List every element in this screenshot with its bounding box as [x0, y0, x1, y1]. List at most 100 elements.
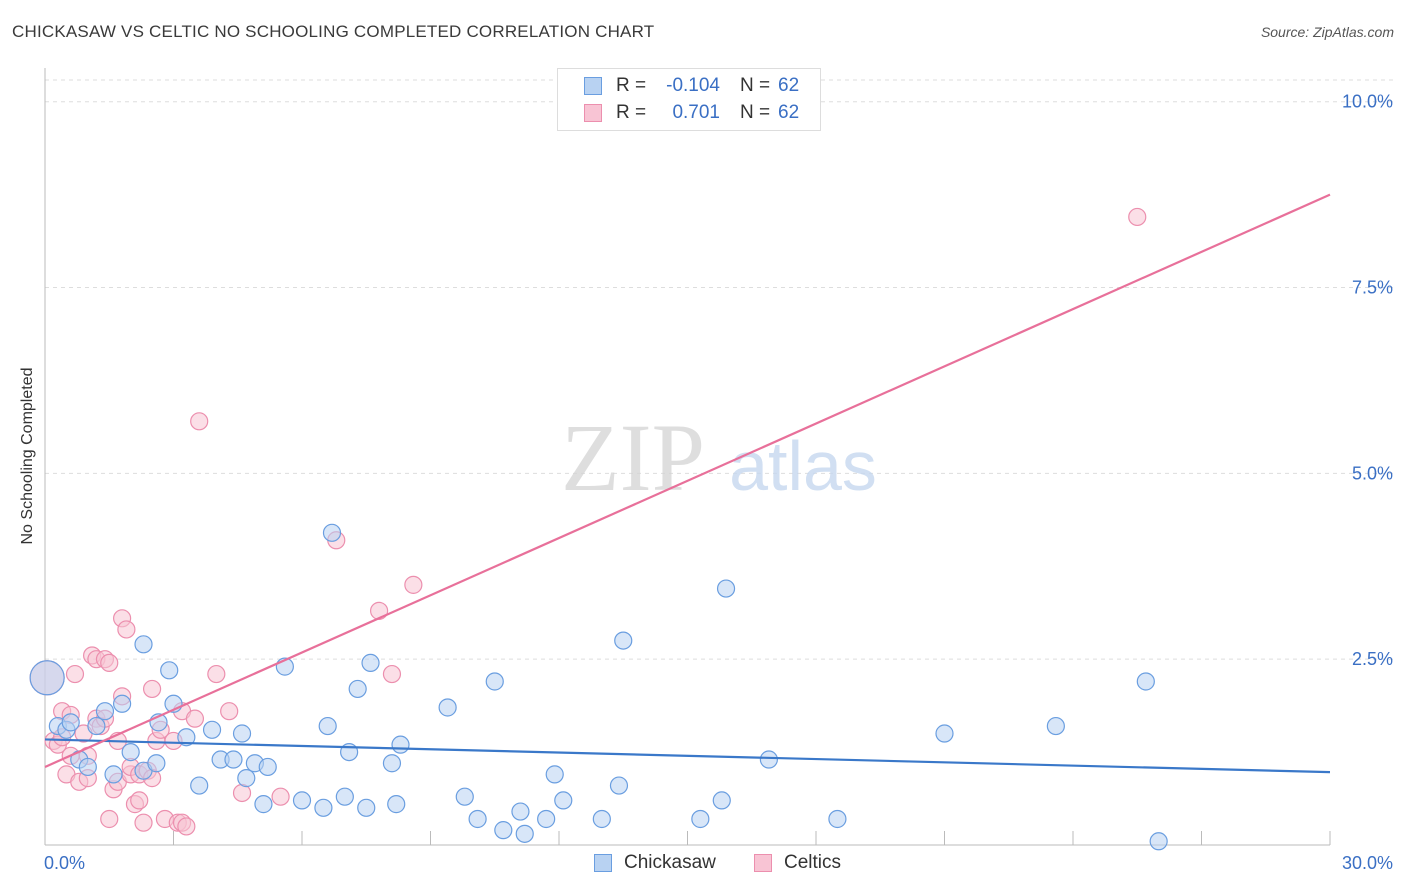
chickasaw-point [759, 750, 778, 769]
celtics-swatch [584, 104, 602, 122]
y-tick-label: 5.0% [1352, 463, 1393, 483]
n-value: 62 [778, 102, 800, 123]
chickasaw-point [716, 579, 736, 598]
r-label: R = [616, 102, 647, 123]
watermark-zip: ZIP [561, 404, 705, 511]
celtics-point [1128, 207, 1147, 227]
celtics-point [177, 817, 196, 836]
chickasaw-point [335, 787, 354, 806]
celtics-point [65, 664, 85, 684]
chickasaw-point [95, 702, 115, 721]
chickasaw-point [202, 720, 222, 739]
chickasaw-point [515, 824, 534, 843]
chickasaw-point [494, 821, 513, 840]
celtics-trend-line [44, 193, 1331, 768]
celtics-point [130, 791, 149, 810]
chickasaw-point [545, 765, 564, 784]
chickasaw-point [314, 798, 333, 817]
r-label: R = [616, 75, 647, 96]
n-value: 62 [778, 75, 800, 96]
chickasaw-point [61, 713, 80, 732]
chickasaw-point [258, 757, 277, 777]
chickasaw-point [224, 750, 243, 769]
chickasaw-point [438, 698, 457, 717]
legend-row-celtics: R = 0.701 N = 62 [558, 100, 799, 126]
chickasaw-point [121, 742, 140, 762]
chickasaw-point [455, 787, 474, 806]
chickasaw-point [318, 716, 337, 736]
celtics-points [29, 207, 1147, 836]
y-tick-label: 2.5% [1352, 649, 1393, 669]
celtics-point [370, 601, 389, 620]
chickasaw-point [134, 635, 153, 654]
tick-labels: 2.5% 5.0% 7.5% 10.0% 0.0% 30.0% [44, 92, 1393, 873]
celtics-point [190, 412, 209, 431]
chickasaw-trend-line [44, 738, 1331, 774]
chickasaw-points [29, 523, 1168, 851]
chickasaw-point [609, 776, 629, 795]
chickasaw-point [348, 679, 367, 699]
chickasaw-point [554, 791, 573, 810]
chickasaw-point [147, 754, 166, 773]
celtics-point [142, 679, 162, 699]
series-legend: Chickasaw Celtics [0, 852, 1406, 878]
chickasaw-point [391, 735, 410, 754]
legend-item-celtics[interactable]: Celtics [754, 852, 841, 874]
watermark-atlas: atlas [729, 427, 877, 505]
chickasaw-point [511, 802, 530, 821]
chickasaw-point [382, 754, 402, 773]
legend-label-chickasaw: Chickasaw [624, 852, 716, 873]
chickasaw-point [935, 724, 954, 743]
chickasaw-point [614, 631, 633, 650]
n-label: N = [740, 102, 771, 123]
chickasaw-point [468, 809, 487, 829]
legend-label-celtics: Celtics [784, 852, 842, 873]
celtics-point [100, 653, 119, 672]
celtics-point [404, 575, 423, 594]
chickasaw-point [1136, 672, 1155, 691]
axes [44, 68, 1331, 846]
chickasaw-point [1046, 716, 1065, 736]
chickasaw-point [691, 809, 710, 829]
y-tick-label: 7.5% [1352, 278, 1393, 298]
chickasaw-swatch [584, 77, 602, 95]
x-tick-label: 30.0% [1342, 853, 1393, 873]
celtics-point [134, 813, 153, 832]
chickasaw-point [190, 776, 209, 795]
celtics-point [382, 664, 402, 684]
chickasaw-point [712, 791, 731, 810]
trend-lines [44, 193, 1331, 774]
chickasaw-point [87, 716, 106, 736]
chickasaw-point [254, 795, 273, 814]
chickasaw-point [485, 672, 504, 691]
chickasaw-point [387, 795, 406, 814]
legend-row-chickasaw: R = -0.104 N = 62 [558, 73, 799, 99]
chickasaw-point [112, 694, 132, 713]
chickasaw-swatch [594, 854, 612, 872]
grid-lines [45, 79, 1395, 660]
chickasaw-point [104, 765, 123, 784]
chickasaw-point [322, 523, 342, 542]
chickasaw-point [292, 791, 312, 810]
celtics-point [185, 709, 205, 728]
celtics-point [271, 787, 290, 806]
celtics-point [207, 664, 226, 684]
chickasaw-point [357, 798, 376, 817]
chickasaw-point [592, 809, 611, 829]
chickasaw-point [29, 660, 65, 696]
chickasaw-point [237, 769, 256, 788]
celtics-point [220, 702, 239, 721]
celtics-point [100, 809, 119, 829]
y-tick-label: 10.0% [1342, 92, 1393, 112]
n-label: N = [740, 75, 771, 96]
celtics-point [117, 620, 136, 639]
x-tick-label: 0.0% [44, 853, 85, 873]
legend-item-chickasaw[interactable]: Chickasaw [594, 852, 716, 874]
chickasaw-point [361, 653, 380, 672]
chickasaw-point [537, 809, 556, 829]
r-value: 0.701 [672, 102, 720, 123]
source-label: Source: ZipAtlas.com [1260, 24, 1394, 40]
chickasaw-point [1149, 832, 1168, 851]
correlation-legend: R = -0.104 N = 62 R = 0.701 N = 62 [557, 68, 821, 131]
